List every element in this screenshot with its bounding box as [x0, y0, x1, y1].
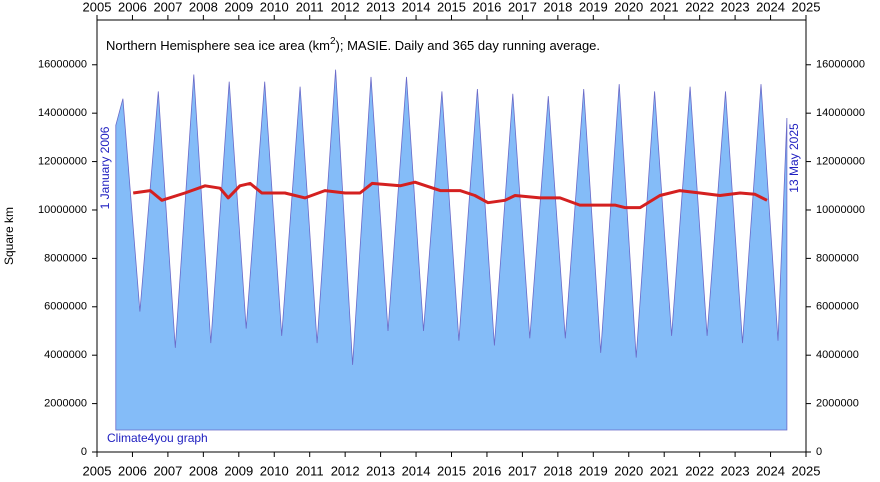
x-tick-label-top: 2024: [756, 0, 785, 14]
chart-title: Northern Hemisphere sea ice area (km2); …: [106, 36, 600, 54]
y-tick-label-right: 10000000: [816, 204, 865, 216]
end-date-annotation: 13 May 2025: [787, 123, 801, 193]
x-tick-label-bottom: 2010: [260, 463, 289, 478]
start-date-annotation: 1 January 2006: [98, 126, 112, 209]
x-tick-label-top: 2023: [721, 0, 750, 14]
x-tick-label-top: 2015: [437, 0, 466, 14]
x-tick-label-bottom: 2007: [153, 463, 182, 478]
x-tick-label-top: 2006: [118, 0, 147, 14]
y-axis-label: Square km: [2, 207, 16, 265]
y-tick-label-right: 14000000: [816, 107, 865, 119]
x-tick-label-bottom: 2006: [118, 463, 147, 478]
x-tick-label-bottom: 2024: [756, 463, 785, 478]
y-tick-label-left: 12000000: [38, 155, 87, 167]
x-tick-label-top: 2017: [508, 0, 537, 14]
y-tick-label-right: 16000000: [816, 59, 865, 71]
x-tick-label-top: 2011: [296, 0, 324, 14]
x-tick-label-top: 2025: [792, 0, 821, 14]
x-tick-label-top: 2022: [685, 0, 714, 14]
x-tick-label-top: 2020: [614, 0, 643, 14]
x-tick-label-bottom: 2019: [579, 463, 608, 478]
y-tick-label-left: 16000000: [38, 59, 87, 71]
x-tick-label-top: 2007: [153, 0, 182, 14]
x-tick-label-bottom: 2016: [472, 463, 501, 478]
x-tick-label-top: 2016: [472, 0, 501, 14]
x-tick-label-bottom: 2005: [83, 463, 112, 478]
x-tick-label-top: 2009: [224, 0, 253, 14]
x-tick-label-bottom: 2021: [650, 463, 679, 478]
x-tick-label-bottom: 2023: [721, 463, 750, 478]
daily-area: [115, 69, 788, 431]
x-tick-label-top: 2013: [366, 0, 395, 14]
title-main: Northern Hemisphere sea ice area (km: [106, 38, 330, 53]
credit: Climate4you graph: [107, 431, 208, 445]
x-tick-label-top: 2019: [579, 0, 608, 14]
x-tick-label-bottom: 2025: [792, 463, 821, 478]
y-tick-label-left: 14000000: [38, 107, 87, 119]
y-tick-label-left: 10000000: [38, 204, 87, 216]
x-tick-label-bottom: 2008: [189, 463, 218, 478]
y-tick-label-left: 2000000: [44, 398, 87, 410]
y-tick-label-right: 4000000: [816, 349, 859, 361]
running-average-line: [132, 180, 768, 210]
x-tick-label-top: 2008: [189, 0, 218, 14]
x-tick-label-bottom: 2014: [402, 463, 431, 478]
x-tick-label-top: 2021: [650, 0, 679, 14]
y-tick-label-right: 0: [816, 446, 822, 458]
y-tick-label-right: 6000000: [816, 301, 859, 313]
x-tick-label-top: 2018: [543, 0, 572, 14]
x-tick-label-bottom: 2018: [543, 463, 572, 478]
x-tick-label-bottom: 2011: [296, 463, 324, 478]
x-tick-label-bottom: 2022: [685, 463, 714, 478]
x-tick-label-top: 2010: [260, 0, 289, 14]
x-tick-label-top: 2014: [402, 0, 431, 14]
x-tick-label-bottom: 2020: [614, 463, 643, 478]
y-tick-label-left: 4000000: [44, 349, 87, 361]
y-tick-label-right: 8000000: [816, 252, 859, 264]
y-tick-label-left: 8000000: [44, 252, 87, 264]
y-tick-label-left: 6000000: [44, 301, 87, 313]
y-tick-label-right: 12000000: [816, 155, 865, 167]
x-tick-label-bottom: 2017: [508, 463, 537, 478]
x-tick-label-bottom: 2009: [224, 463, 253, 478]
x-tick-label-bottom: 2015: [437, 463, 466, 478]
y-tick-label-right: 2000000: [816, 398, 859, 410]
x-tick-label-bottom: 2012: [331, 463, 360, 478]
x-tick-label-top: 2005: [83, 0, 112, 14]
title-superscript: 2: [330, 36, 336, 47]
y-tick-label-left: 0: [81, 446, 87, 458]
title-end: ); MASIE. Daily and 365 day running aver…: [336, 38, 600, 53]
x-tick-label-top: 2012: [331, 0, 360, 14]
x-tick-label-bottom: 2013: [366, 463, 395, 478]
